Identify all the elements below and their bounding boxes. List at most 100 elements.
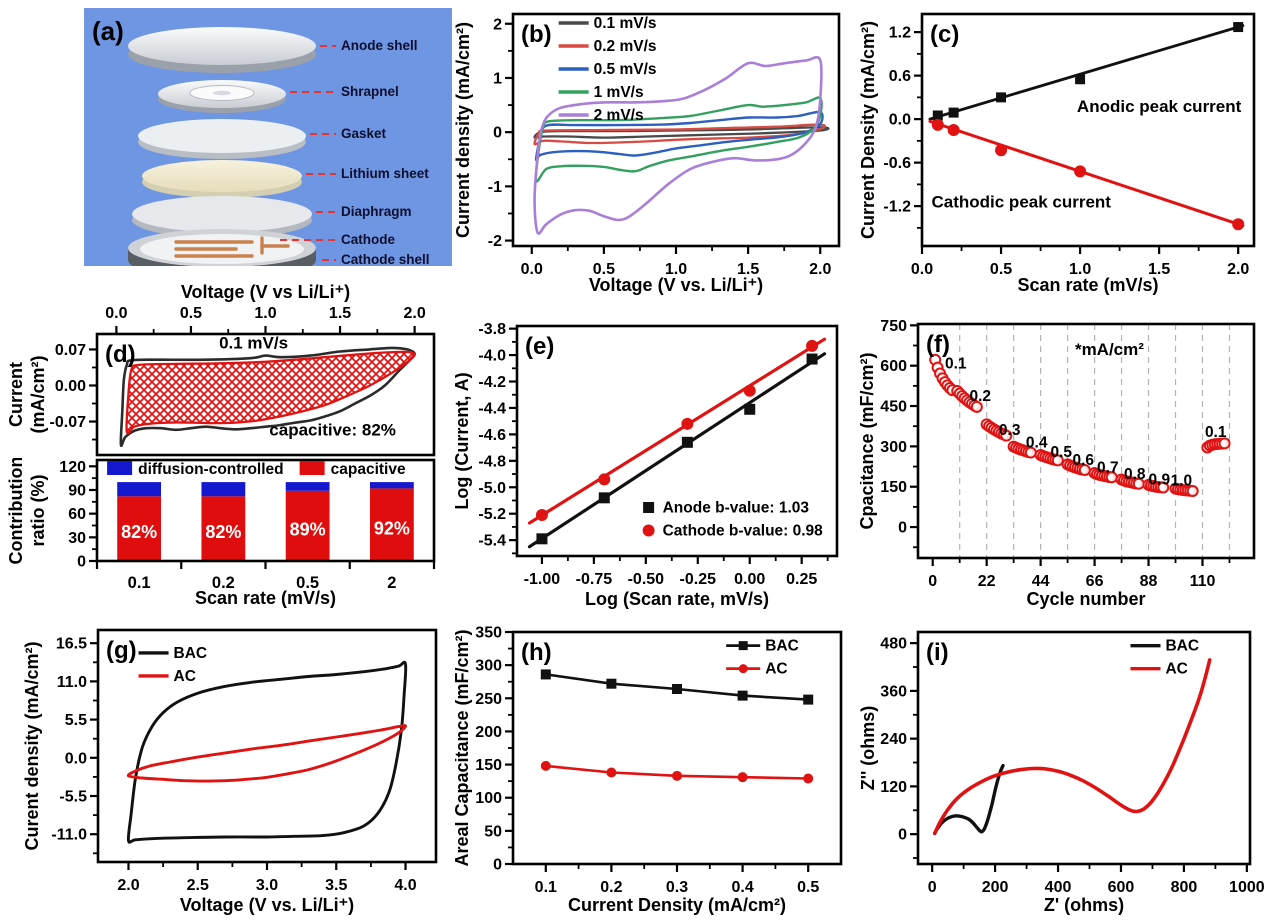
svg-text:BAC: BAC xyxy=(1165,638,1199,655)
panel-c-peak-current: 0.0 0.5 1.0 1.5 2.0 Scan rate (mV/s) -1.2 -0.6 0… xyxy=(860,4,1266,300)
svg-text:*mA/cm²: *mA/cm² xyxy=(1075,340,1144,359)
svg-text:Contribution: Contribution xyxy=(8,458,26,564)
coin-cell-exploded-diagram: Anode shell Shrapnel Gasket Lithium sheet Di… xyxy=(84,8,452,266)
svg-text:150: 150 xyxy=(880,479,907,496)
capacitive-contribution-cv-chart: 0.0 0.5 1.0 1.5 2.0 Voltage (V vs Li/Li⁺) 0.07… xyxy=(8,282,436,457)
svg-text:300: 300 xyxy=(880,439,907,456)
svg-text:-0.07: -0.07 xyxy=(50,414,87,431)
svg-text:Anode shell: Anode shell xyxy=(341,38,418,53)
svg-text:-2: -2 xyxy=(488,233,502,250)
svg-text:82%: 82% xyxy=(121,522,157,542)
svg-text:200: 200 xyxy=(982,879,1009,896)
panel-i-nyquist: 0 200 400 600 800 1000 Z' (ohms) 0 120 240 360 480 Z… xyxy=(860,622,1266,920)
svg-text:(g): (g) xyxy=(106,637,137,664)
svg-text:Cathode shell: Cathode shell xyxy=(341,252,430,266)
svg-text:0.0: 0.0 xyxy=(105,305,127,322)
svg-text:2.0: 2.0 xyxy=(117,877,139,894)
svg-text:AC: AC xyxy=(765,661,787,678)
svg-text:60: 60 xyxy=(68,506,86,523)
svg-text:0.9: 0.9 xyxy=(1149,472,1171,489)
svg-text:0: 0 xyxy=(493,125,502,142)
svg-text:1.0: 1.0 xyxy=(1171,473,1193,490)
svg-text:1.5: 1.5 xyxy=(1148,261,1170,278)
svg-text:360: 360 xyxy=(880,683,907,700)
svg-text:300: 300 xyxy=(475,658,502,675)
svg-text:Voltage (V vs Li/Li⁺): Voltage (V vs Li/Li⁺) xyxy=(181,282,350,302)
svg-text:Areal Capacitance (mF/cm²): Areal Capacitance (mF/cm²) xyxy=(455,629,472,866)
panel-a-coin-cell-diagram: Anode shell Shrapnel Gasket Lithium sheet Di… xyxy=(84,8,452,266)
svg-text:750: 750 xyxy=(880,318,907,335)
svg-text:0: 0 xyxy=(928,573,937,590)
svg-text:250: 250 xyxy=(475,691,502,708)
svg-text:1: 1 xyxy=(493,70,502,87)
svg-text:Current Density (mA/cm²): Current Density (mA/cm²) xyxy=(568,895,786,915)
svg-text:0.3: 0.3 xyxy=(666,879,688,896)
svg-text:0.0: 0.0 xyxy=(911,261,933,278)
svg-text:450: 450 xyxy=(880,399,907,416)
svg-text:0.7: 0.7 xyxy=(1097,460,1119,477)
panel-d-contribution-bars: 82% 82% 89% 92% 0.1 0.2 0.5 2 Scan rate (mV/s) 0 3… xyxy=(8,458,450,613)
svg-text:2 mV/s: 2 mV/s xyxy=(594,107,644,124)
svg-text:3.5: 3.5 xyxy=(325,877,347,894)
svg-text:0.2: 0.2 xyxy=(212,574,235,592)
svg-text:capacitive: 82%: capacitive: 82% xyxy=(269,420,396,439)
svg-text:Cycle number: Cycle number xyxy=(1026,589,1145,609)
svg-text:120: 120 xyxy=(880,779,907,796)
svg-text:Scan rate (mV/s): Scan rate (mV/s) xyxy=(195,588,336,608)
svg-text:(i): (i) xyxy=(926,639,949,666)
svg-text:-4.4: -4.4 xyxy=(478,400,506,417)
svg-text:30: 30 xyxy=(68,530,86,547)
svg-text:1.0: 1.0 xyxy=(1069,261,1091,278)
svg-text:2: 2 xyxy=(493,16,502,33)
svg-text:3.0: 3.0 xyxy=(256,877,278,894)
svg-text:2: 2 xyxy=(387,574,396,592)
svg-text:-3.8: -3.8 xyxy=(478,321,506,338)
svg-text:240: 240 xyxy=(880,731,907,748)
svg-text:capacitive: capacitive xyxy=(331,461,406,478)
svg-text:Diaphragm: Diaphragm xyxy=(341,204,412,219)
svg-text:66: 66 xyxy=(1086,573,1104,590)
svg-text:-1: -1 xyxy=(488,179,502,196)
cv-scan-rate-chart: 0.0 0.5 1.0 1.5 2.0 Voltage (V vs. Li/Li⁺) -2 -… xyxy=(455,12,841,295)
svg-text:0.5: 0.5 xyxy=(1050,444,1072,461)
svg-text:200: 200 xyxy=(475,724,502,741)
svg-text:0.3: 0.3 xyxy=(999,422,1021,439)
svg-text:1000: 1000 xyxy=(1229,879,1265,896)
svg-text:0.25: 0.25 xyxy=(786,571,817,588)
svg-text:0.0: 0.0 xyxy=(65,750,87,767)
svg-text:0.2: 0.2 xyxy=(970,388,992,405)
panel-d-capacitive-cv: 0.0 0.5 1.0 1.5 2.0 Voltage (V vs Li/Li⁺) 0.07… xyxy=(8,278,450,458)
svg-text:0.0: 0.0 xyxy=(889,112,911,129)
svg-text:100: 100 xyxy=(475,790,502,807)
svg-text:600: 600 xyxy=(1108,879,1135,896)
svg-text:2.0: 2.0 xyxy=(1227,261,1249,278)
svg-text:89%: 89% xyxy=(290,519,326,539)
svg-text:Shrapnel: Shrapnel xyxy=(341,84,399,99)
svg-text:0.8: 0.8 xyxy=(1124,466,1146,483)
svg-text:88: 88 xyxy=(1140,573,1158,590)
svg-text:22: 22 xyxy=(978,573,996,590)
svg-text:-1.00: -1.00 xyxy=(524,571,561,588)
svg-text:0.2 mV/s: 0.2 mV/s xyxy=(594,38,657,55)
svg-text:BAC: BAC xyxy=(765,638,799,655)
svg-text:(h): (h) xyxy=(521,639,552,666)
svg-text:Anode b-value: 1.03: Anode b-value: 1.03 xyxy=(663,500,810,517)
svg-text:0.6: 0.6 xyxy=(889,68,911,85)
svg-text:-1.2: -1.2 xyxy=(883,199,911,216)
svg-text:Lithium sheet: Lithium sheet xyxy=(341,166,429,181)
contribution-ratio-bar-chart: 82% 82% 89% 92% 0.1 0.2 0.5 2 Scan rate (mV/s) 0 3… xyxy=(8,458,436,608)
panel-g-cv-bac-ac: 2.0 2.5 3.0 3.5 4.0 Voltage (V vs. Li/Li⁺) 16.… xyxy=(8,618,450,920)
svg-text:2.5: 2.5 xyxy=(187,877,209,894)
svg-text:800: 800 xyxy=(1171,879,1198,896)
svg-text:-5.5: -5.5 xyxy=(59,789,87,806)
svg-text:82%: 82% xyxy=(205,522,241,542)
svg-text:BAC: BAC xyxy=(174,645,208,662)
svg-text:Log (Current, A): Log (Current, A) xyxy=(455,372,472,509)
svg-text:-4.0: -4.0 xyxy=(478,348,506,365)
svg-text:1.2: 1.2 xyxy=(889,25,911,42)
svg-text:0.00: 0.00 xyxy=(734,571,765,588)
svg-text:0.5 mV/s: 0.5 mV/s xyxy=(594,61,657,78)
svg-text:1.5: 1.5 xyxy=(329,305,351,322)
svg-text:-0.25: -0.25 xyxy=(680,571,717,588)
